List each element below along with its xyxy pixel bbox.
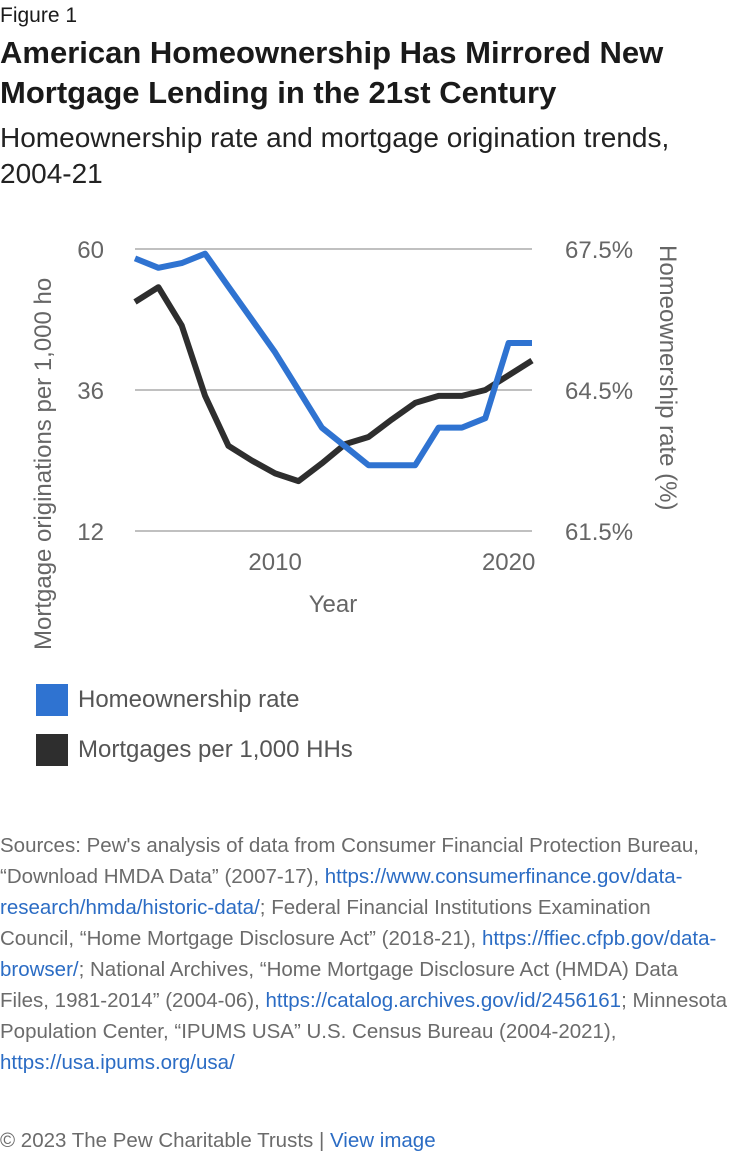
x-axis-ticks: 2010 2020 bbox=[248, 549, 535, 576]
line-chart: 60 36 12 67.5% 64.5% 61.5% 2010 2020 Year Mor… bbox=[30, 237, 681, 650]
sources-text-4: ; Minnesota Population Center, “IPUMS US… bbox=[0, 989, 728, 1043]
legend-label-mortgages: Mortgages per 1,000 HHs bbox=[78, 736, 353, 763]
sources-text-3: ; National Archives, “Home Mortgage Disc… bbox=[0, 958, 678, 1012]
footer-separator: | bbox=[313, 1129, 330, 1152]
chart-subtitle: Homeownership rate and mortgage originat… bbox=[0, 122, 670, 189]
copyright: © 2023 The Pew Charitable Trusts bbox=[0, 1129, 314, 1152]
legend-item-homeownership: Homeownership rate bbox=[36, 683, 353, 717]
source-link-cfpb[interactable]: https://www.consumerfinance.gov/data-res… bbox=[0, 865, 683, 919]
left-tick-label: 60 bbox=[77, 237, 104, 264]
x-tick-label: 2010 bbox=[248, 549, 301, 576]
source-link-ipums[interactable]: https://usa.ipums.org/usa/ bbox=[0, 1051, 235, 1074]
right-tick-label: 61.5% bbox=[565, 519, 633, 546]
x-tick-label: 2020 bbox=[482, 549, 535, 576]
left-tick-label: 36 bbox=[77, 378, 104, 405]
series-lines bbox=[133, 250, 534, 485]
right-tick-label: 64.5% bbox=[565, 378, 633, 405]
legend: Homeownership rate Mortgages per 1,000 H… bbox=[36, 683, 353, 783]
source-link-archives[interactable]: https://catalog.archives.gov/id/2456161 bbox=[265, 989, 622, 1012]
sources-note: Sources: Pew's analysis of data from Con… bbox=[0, 830, 730, 1078]
gridlines bbox=[135, 248, 532, 532]
chart-title: American Homeownership Has Mirrored New … bbox=[0, 35, 664, 110]
legend-swatch-homeownership bbox=[36, 684, 68, 716]
left-axis-ticks: 60 36 12 bbox=[77, 237, 104, 546]
left-tick-label: 12 bbox=[77, 519, 104, 546]
series-line-mortgages bbox=[133, 284, 534, 485]
right-axis-label: Homeownership rate (%) bbox=[654, 245, 681, 510]
view-image-link[interactable]: View image bbox=[330, 1129, 436, 1152]
legend-label-homeownership: Homeownership rate bbox=[78, 686, 300, 713]
figure-label: Figure 1 bbox=[0, 4, 78, 27]
x-axis-label: Year bbox=[309, 591, 358, 618]
legend-swatch-mortgages bbox=[36, 734, 68, 766]
footer: © 2023 The Pew Charitable Trusts | View … bbox=[0, 1129, 436, 1153]
left-axis-label: Mortgage originations per 1,000 ho bbox=[30, 278, 57, 650]
right-axis-ticks: 67.5% 64.5% 61.5% bbox=[565, 237, 633, 546]
source-link-ffiec[interactable]: https://ffiec.cfpb.gov/data-browser/ bbox=[0, 927, 717, 981]
legend-item-mortgages: Mortgages per 1,000 HHs bbox=[36, 733, 353, 767]
sources-text-2: ; Federal Financial Institutions Examina… bbox=[0, 896, 651, 950]
sources-text-1: Sources: Pew's analysis of data from Con… bbox=[0, 834, 699, 888]
right-tick-label: 67.5% bbox=[565, 237, 633, 264]
series-line-homeownership bbox=[133, 250, 532, 469]
